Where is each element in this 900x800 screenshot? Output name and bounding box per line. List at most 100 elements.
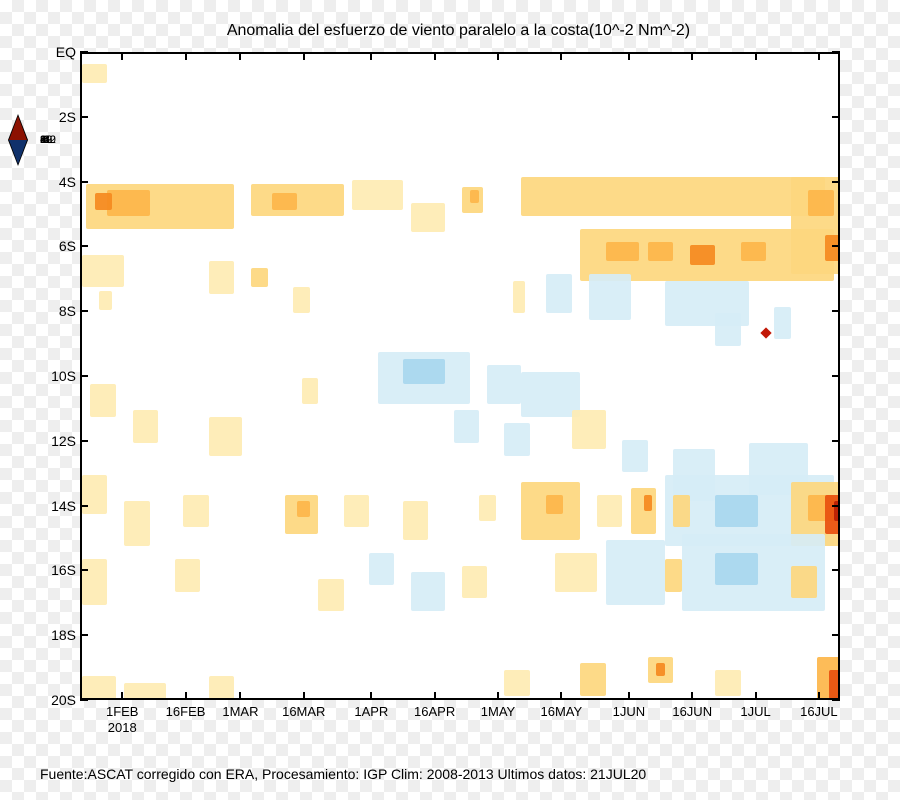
x-tick-mark (370, 692, 372, 700)
heatmap-patch (673, 495, 690, 527)
x-tick-label: 1MAR (222, 704, 258, 719)
chart-frame: Anomalia del esfuerzo de viento paralelo… (0, 0, 900, 800)
y-tick-mark (832, 440, 840, 442)
heatmap-patch (251, 268, 268, 287)
heatmap-patch (487, 365, 521, 404)
heatmap-patch (272, 193, 297, 209)
heatmap-patch (665, 559, 682, 591)
y-tick-mark (832, 634, 840, 636)
footer-text: Fuente:ASCAT corregido con ERA, Procesam… (40, 766, 646, 782)
colorbar-arrow-down-icon (9, 140, 27, 164)
heatmap-patch (656, 663, 664, 676)
heatmap-patch (572, 410, 606, 449)
x-tick-mark (818, 692, 820, 700)
x-tick-mark (560, 52, 562, 60)
plot-area (80, 52, 840, 700)
heatmap-patch (470, 190, 478, 203)
y-tick-mark (832, 569, 840, 571)
heatmap-patch (741, 242, 766, 261)
y-tick-mark (80, 181, 88, 183)
heatmap-patch (403, 359, 445, 385)
x-tick-mark (497, 692, 499, 700)
x-tick-mark (185, 692, 187, 700)
heatmap-patch (715, 670, 740, 696)
heatmap-patch (133, 410, 158, 442)
y-tick-label: EQ (26, 44, 76, 60)
heatmap-patch (99, 291, 112, 310)
heatmap-patch (648, 242, 673, 261)
heatmap-patch (90, 384, 115, 416)
heatmap-patch (293, 287, 310, 313)
heatmap-patch (82, 559, 107, 604)
heatmap-patch (209, 417, 243, 456)
x-tick-mark (691, 692, 693, 700)
y-tick-mark (80, 699, 88, 701)
heatmap-patch (774, 307, 791, 339)
x-tick-mark (121, 692, 123, 700)
heatmap-patch (82, 676, 116, 700)
x-tick-mark (497, 52, 499, 60)
heatmap-patch (715, 495, 757, 527)
heatmap-patch (808, 190, 833, 216)
x-tick-label: 16JUN (672, 704, 712, 719)
heatmap-patch (504, 670, 529, 696)
y-tick-mark (80, 634, 88, 636)
x-tick-mark (303, 52, 305, 60)
x-tick-mark (628, 692, 630, 700)
heatmap-patch (546, 274, 571, 313)
y-tick-label: 14S (26, 498, 76, 514)
heatmap-patch (454, 410, 479, 442)
x-tick-label: 1APR (354, 704, 388, 719)
x-tick-mark (239, 52, 241, 60)
x-tick-mark (560, 692, 562, 700)
heatmap-patch (344, 495, 369, 527)
y-tick-mark (832, 505, 840, 507)
y-tick-label: 18S (26, 627, 76, 643)
heatmap-patch (403, 501, 428, 540)
heatmap-patch (209, 261, 234, 293)
y-tick-label: 2S (26, 109, 76, 125)
y-tick-mark (832, 699, 840, 701)
x-tick-mark (434, 692, 436, 700)
heatmap-patch (829, 670, 840, 700)
heatmap-patch (479, 495, 496, 521)
colorbar-arrow-up-icon (9, 116, 27, 140)
heatmap-patch (690, 245, 715, 264)
y-tick-label: 10S (26, 368, 76, 384)
heatmap-patch (107, 190, 149, 216)
y-tick-mark (80, 505, 88, 507)
y-tick-mark (80, 440, 88, 442)
heatmap-patch (791, 566, 816, 598)
x-tick-label: 1JUL (740, 704, 770, 719)
y-tick-label: 20S (26, 692, 76, 708)
heatmap-patch (209, 676, 234, 700)
x-tick-mark (755, 692, 757, 700)
heatmap-patch (546, 495, 563, 514)
heatmap-patch (606, 540, 665, 605)
y-tick-mark (80, 116, 88, 118)
heatmap-patch (622, 440, 647, 472)
x-tick-label: 16JUL (800, 704, 838, 719)
heatmap-patch (462, 566, 487, 598)
heatmap-patch (352, 180, 403, 209)
heatmap-patch (504, 423, 529, 455)
heatmap-patch (297, 501, 310, 517)
heatmap-patch (369, 553, 394, 585)
heatmap-patch (606, 242, 640, 261)
heatmap-patch (82, 64, 107, 83)
heatmap-patch (411, 203, 445, 232)
y-tick-mark (80, 375, 88, 377)
heatmap-patch (521, 177, 825, 216)
x-tick-label: 1MAY (481, 704, 515, 719)
y-tick-mark (832, 116, 840, 118)
x-tick-mark (755, 52, 757, 60)
x-tick-mark (628, 52, 630, 60)
colorbar-label: -12 (40, 134, 56, 146)
heatmap-patch (589, 274, 631, 319)
x-tick-label: 16MAY (540, 704, 582, 719)
heatmap-patch (183, 495, 208, 527)
y-tick-mark (832, 245, 840, 247)
heatmap-patch (411, 572, 445, 611)
heatmap-patch (175, 559, 200, 591)
x-tick-label: 16MAR (282, 704, 325, 719)
